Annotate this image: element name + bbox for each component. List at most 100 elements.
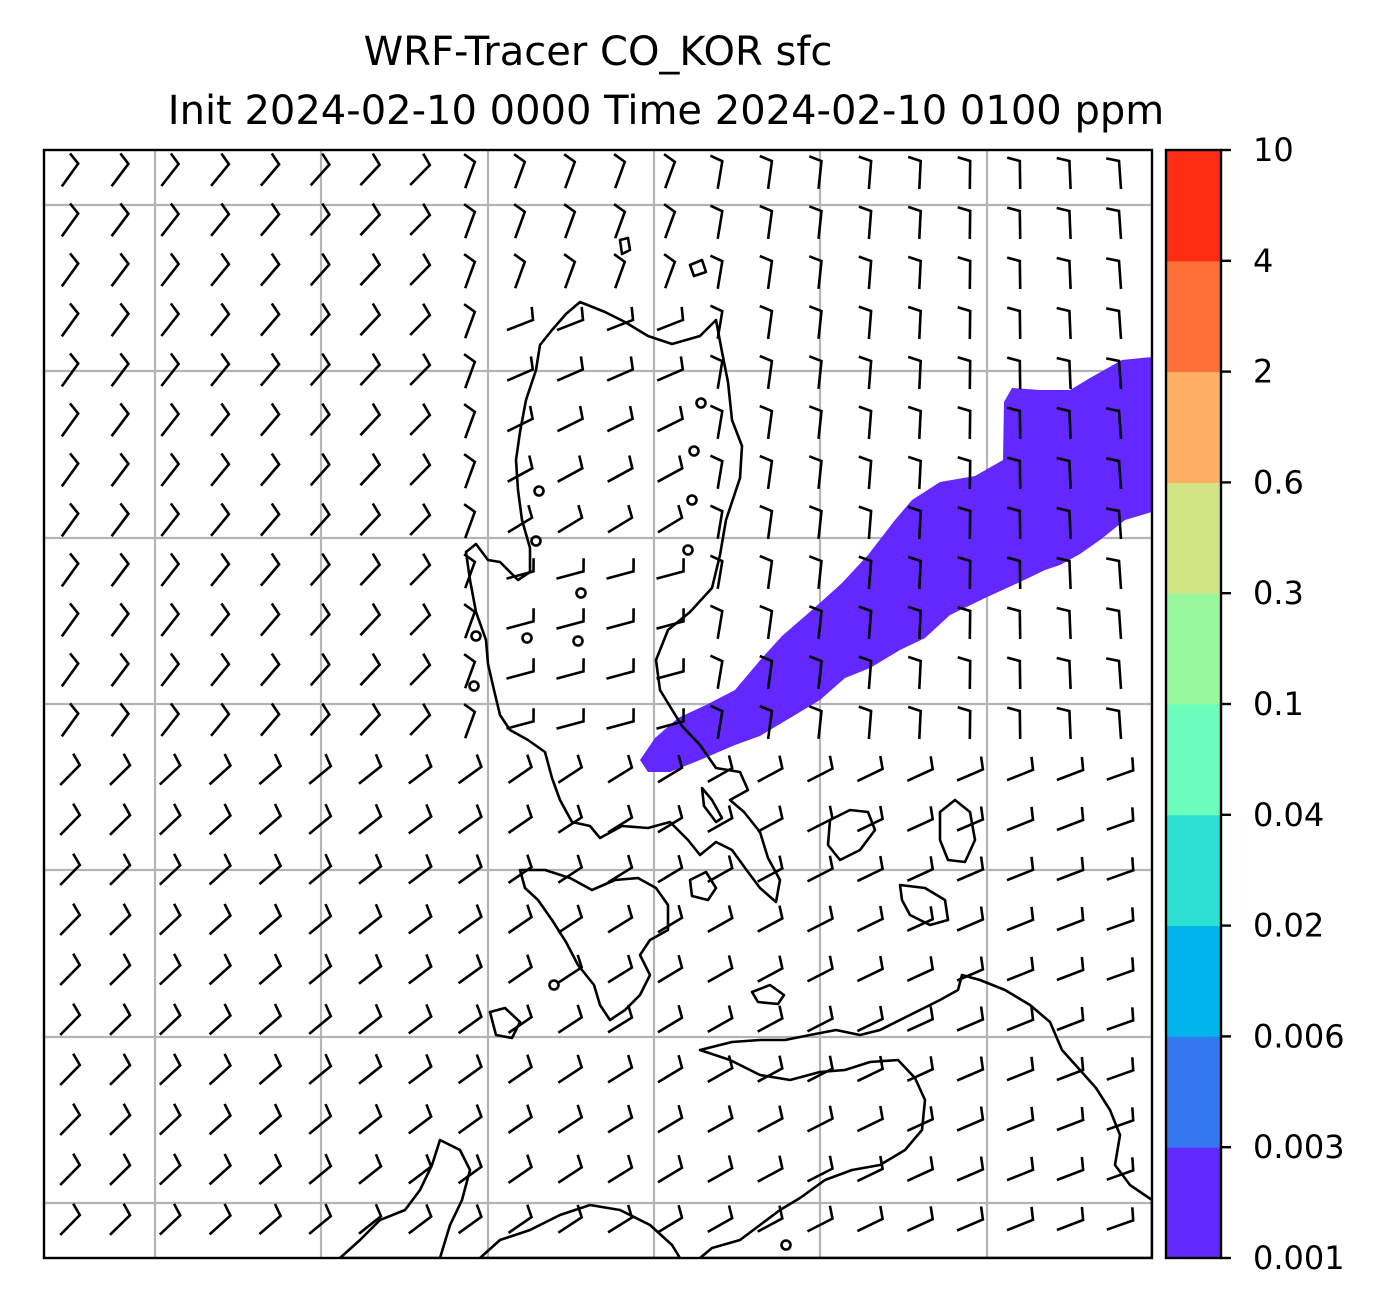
wind-barb <box>1056 606 1072 640</box>
colorbar-block <box>1166 482 1221 594</box>
wind-barb <box>60 502 80 538</box>
wind-barb <box>59 1053 82 1086</box>
wind-barb <box>808 705 823 740</box>
wind-barb <box>60 302 80 338</box>
wind-barb <box>907 455 923 490</box>
station-marker <box>470 630 482 642</box>
coastline-southwest-islands <box>338 1138 472 1258</box>
wind-barb <box>757 905 784 933</box>
wind-barb <box>158 853 182 886</box>
wind-barb <box>757 805 784 833</box>
wind-barb <box>1006 606 1022 640</box>
wind-barb <box>208 1103 233 1136</box>
wind-barb <box>759 654 774 690</box>
wind-barb <box>663 153 677 189</box>
wind-barb <box>160 402 181 437</box>
wind-barb <box>359 302 382 337</box>
wind-barb <box>258 753 283 786</box>
wind-barb <box>556 558 585 580</box>
wind-barb <box>907 555 923 590</box>
wind-barb <box>60 402 80 438</box>
wind-barb <box>110 302 131 337</box>
wind-barb <box>906 856 935 882</box>
wind-barb <box>507 1154 534 1184</box>
wind-barb <box>556 306 585 332</box>
colorbar-block <box>1166 1147 1221 1259</box>
wind-barb <box>1106 1157 1135 1181</box>
wind-barb <box>806 955 834 983</box>
wind-barb <box>709 404 724 440</box>
wind-barb <box>1056 256 1072 290</box>
wind-barb <box>957 256 972 290</box>
wind-barb <box>957 356 972 390</box>
wind-barb <box>208 803 233 836</box>
wind-barb <box>707 1205 734 1234</box>
wind-barb <box>308 853 333 885</box>
wind-barb <box>1006 506 1022 540</box>
wind-barb <box>110 652 131 687</box>
wind-barb <box>1056 506 1072 540</box>
wind-barb <box>1056 1156 1085 1182</box>
wind-barb <box>210 502 231 537</box>
wind-barb <box>158 1103 182 1136</box>
wind-barb <box>906 956 935 982</box>
coastline-east-islands <box>826 808 877 862</box>
wind-barb <box>606 558 635 580</box>
wind-barb <box>59 803 82 836</box>
wind-barb <box>358 1053 383 1085</box>
wind-barb <box>160 602 181 637</box>
chart-title-line2: Init 2024-02-10 0000 Time 2024-02-10 010… <box>168 88 1164 134</box>
wind-barb <box>258 1153 283 1186</box>
wind-barb <box>409 553 432 586</box>
wind-barb <box>557 1204 584 1234</box>
wind-barb <box>110 552 131 587</box>
coastline-east-island-2 <box>938 798 977 864</box>
wind-barb <box>1006 806 1035 832</box>
wind-barb <box>158 953 182 986</box>
wind-barb <box>657 1004 684 1034</box>
wind-barb <box>507 455 534 483</box>
wind-barb <box>906 1156 935 1182</box>
wind-barb <box>408 953 433 985</box>
wind-barb <box>59 753 82 786</box>
wind-barb <box>557 1054 584 1084</box>
station-marker <box>572 635 584 647</box>
wind-barb <box>258 903 283 936</box>
wind-barb <box>506 658 535 680</box>
coastline-islet <box>750 983 786 1006</box>
wind-barb <box>607 804 634 834</box>
colorbar-block <box>1166 925 1221 1037</box>
chart-title-line1: WRF-Tracer CO_KOR sfc <box>364 29 833 75</box>
wind-barb <box>657 754 684 784</box>
wind-barb <box>707 905 734 934</box>
wind-barb <box>806 905 834 933</box>
wind-barb <box>1105 157 1123 190</box>
wind-barb <box>463 703 477 739</box>
wind-barb <box>557 1004 584 1034</box>
wind-barb <box>158 803 182 836</box>
wind-barb <box>858 255 873 290</box>
wind-barb <box>956 1156 985 1182</box>
wind-barb <box>957 506 972 540</box>
wind-barb <box>1006 706 1022 740</box>
wind-barb <box>858 505 873 540</box>
wind-barb <box>60 252 80 288</box>
wind-barb <box>606 306 635 332</box>
wind-barb <box>506 608 535 630</box>
wind-barb <box>507 1204 534 1234</box>
wind-barb <box>259 502 281 537</box>
wind-barb <box>210 202 231 237</box>
wind-barb <box>158 1003 182 1036</box>
wind-barb <box>906 806 935 832</box>
wind-barb <box>957 156 972 190</box>
wind-barb <box>607 455 634 483</box>
wind-barb <box>858 555 873 590</box>
wind-barb <box>856 1005 885 1033</box>
wind-barb <box>109 953 132 986</box>
wind-barb <box>907 705 923 740</box>
wind-barb <box>409 703 432 736</box>
wind-barb <box>309 352 331 387</box>
wind-barb <box>707 805 734 834</box>
wind-barb <box>1006 406 1022 440</box>
wind-barb <box>557 854 584 884</box>
